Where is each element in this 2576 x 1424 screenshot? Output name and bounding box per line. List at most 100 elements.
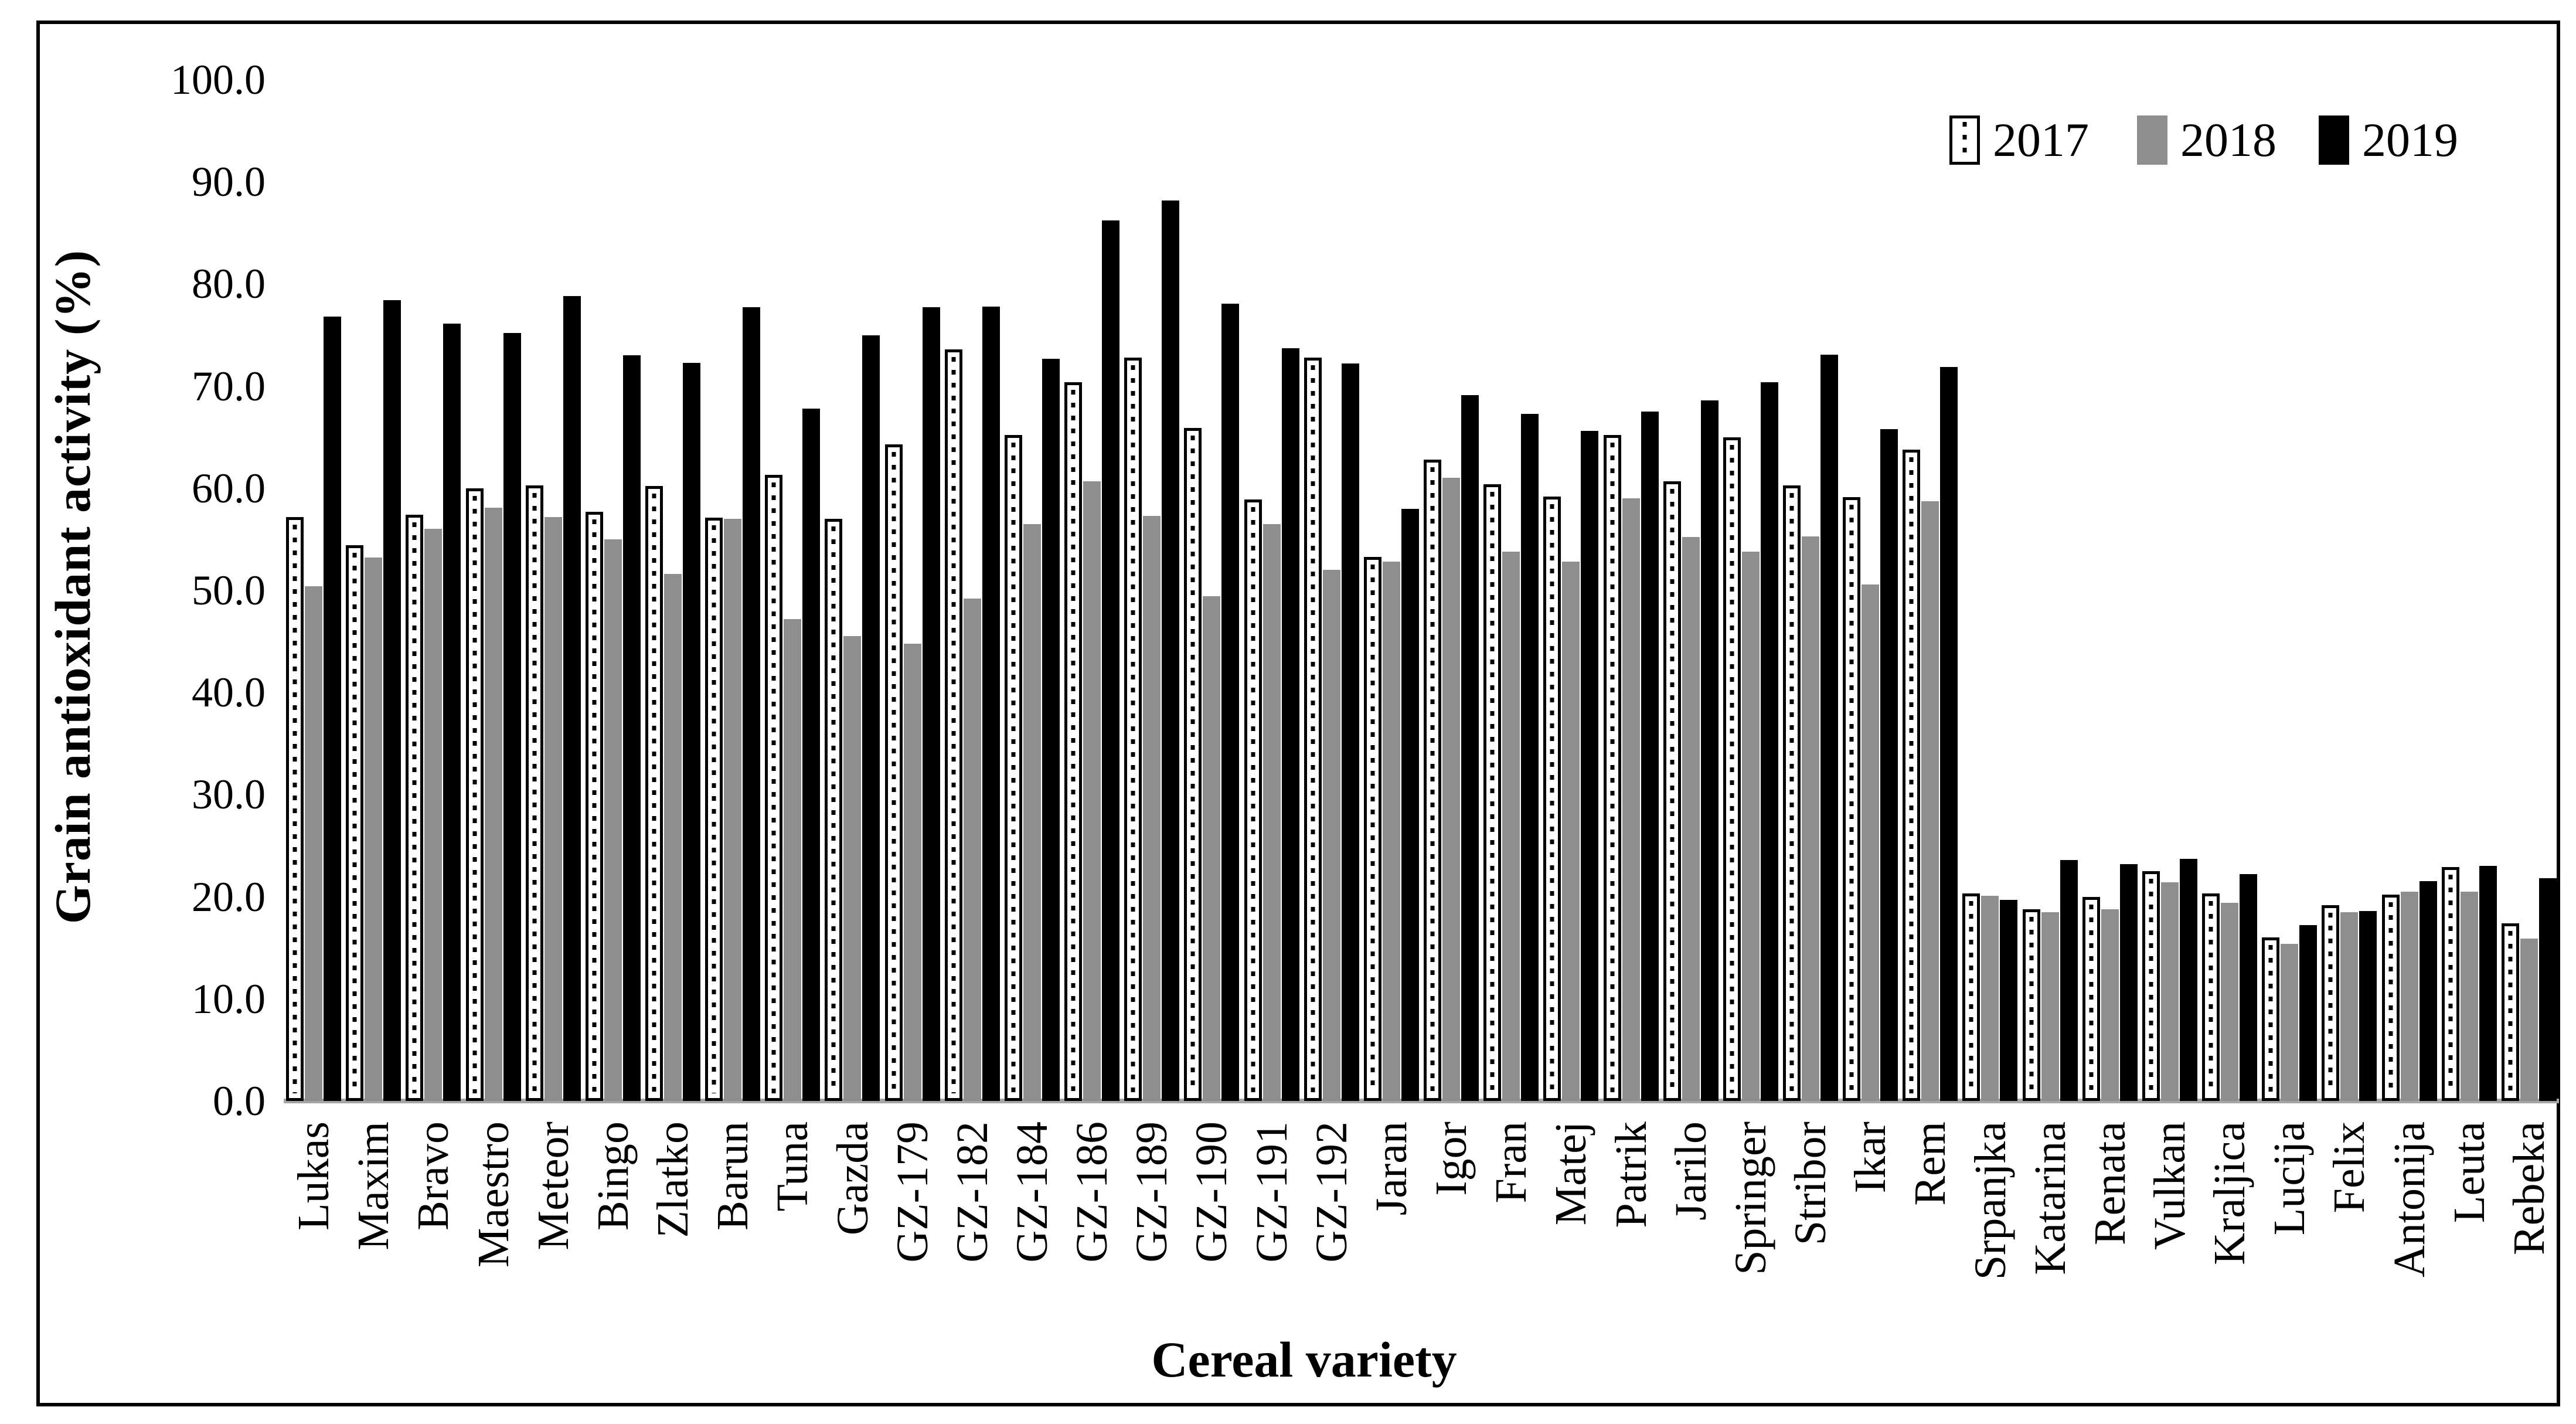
bar-group-ikar <box>1840 80 1900 1101</box>
y-tick-label: 60.0 <box>192 464 266 512</box>
bar-2018-kraljica <box>2221 903 2239 1101</box>
bar-group-vulkan <box>2140 80 2200 1101</box>
bar-2019-gz-186 <box>1102 220 1120 1101</box>
legend-swatch-2018 <box>2137 115 2167 165</box>
bar-group-gz-192 <box>1302 80 1362 1101</box>
bar-2017-gz-190 <box>1184 428 1202 1101</box>
bar-group-springer <box>1721 80 1781 1101</box>
x-label-leuta: Leuta <box>2444 1121 2494 1224</box>
bar-2017-zlatko <box>645 486 663 1101</box>
bar-group-jaran <box>1362 80 1421 1101</box>
bar-group-fran <box>1481 80 1541 1101</box>
bar-group-matej <box>1541 80 1601 1101</box>
bar-2019-igor <box>1461 395 1479 1101</box>
bar-2018-bingo <box>604 539 622 1101</box>
x-label-gz-179: GZ-179 <box>887 1121 937 1263</box>
bar-2017-barun <box>705 518 723 1101</box>
bar-2018-maxim <box>365 558 383 1101</box>
x-label-katarina: Katarina <box>2025 1121 2075 1275</box>
x-label-gz-186: GZ-186 <box>1067 1121 1117 1263</box>
bar-2019-meteor <box>563 296 581 1101</box>
bar-2019-gz-189 <box>1162 200 1180 1101</box>
bar-group-bingo <box>583 80 643 1101</box>
bar-2019-maestro <box>503 333 521 1101</box>
bar-2017-lukas <box>286 516 304 1101</box>
bar-2017-jarilo <box>1663 481 1681 1101</box>
bar-group-barun <box>703 80 763 1101</box>
y-tick-label: 80.0 <box>192 260 266 308</box>
bar-group-gz-190 <box>1182 80 1241 1101</box>
bar-2019-katarina <box>2060 859 2078 1101</box>
x-label-gz-192: GZ-192 <box>1306 1121 1356 1263</box>
bar-2019-renata <box>2119 864 2138 1101</box>
bar-2017-felix <box>2322 905 2340 1101</box>
x-label-lukas: Lukas <box>289 1121 339 1231</box>
bar-2017-ikar <box>1843 497 1861 1101</box>
bar-2019-gz-192 <box>1341 363 1359 1101</box>
bar-group-renata <box>2080 80 2140 1101</box>
bar-group-gz-179 <box>883 80 942 1101</box>
bar-2017-gz-182 <box>944 349 962 1101</box>
bar-2018-renata <box>2101 909 2119 1101</box>
bar-2018-lucija <box>2281 943 2299 1101</box>
bar-2019-matej <box>1581 431 1599 1101</box>
bar-2017-rebeka <box>2501 923 2519 1101</box>
bar-2018-ikar <box>1862 584 1880 1101</box>
bar-2017-jaran <box>1363 556 1381 1101</box>
bar-2018-gazda <box>843 636 862 1101</box>
bar-group-gz-189 <box>1122 80 1182 1101</box>
bar-2018-barun <box>724 519 742 1101</box>
bar-2019-gz-182 <box>982 306 1000 1101</box>
bar-2018-gz-192 <box>1322 570 1340 1101</box>
legend-label-2017: 2017 <box>1993 113 2089 166</box>
bar-2019-maxim <box>383 300 401 1101</box>
x-label-igor: Igor <box>1427 1121 1476 1196</box>
bar-2017-gz-179 <box>884 444 903 1101</box>
x-label-antonija: Antonija <box>2384 1121 2434 1277</box>
bar-2018-antonija <box>2400 891 2418 1101</box>
bar-2018-gz-182 <box>963 598 981 1101</box>
bar-2018-gz-189 <box>1143 515 1161 1101</box>
x-label-gz-190: GZ-190 <box>1187 1121 1237 1263</box>
bar-2019-srpanjka <box>2000 899 2018 1101</box>
bar-2018-fran <box>1502 551 1520 1101</box>
x-label-gazda: Gazda <box>828 1121 877 1236</box>
y-tick-label: 100.0 <box>171 56 266 103</box>
bar-2018-meteor <box>544 516 562 1101</box>
bar-group-gz-182 <box>942 80 1002 1101</box>
x-label-maxim: Maxim <box>349 1121 399 1250</box>
bar-2019-lucija <box>2299 925 2318 1101</box>
bar-2019-kraljica <box>2240 874 2258 1101</box>
bar-2017-gz-186 <box>1064 382 1083 1101</box>
x-label-matej: Matej <box>1546 1121 1596 1226</box>
bar-2017-gz-189 <box>1124 357 1142 1101</box>
bar-2017-kraljica <box>2202 893 2220 1101</box>
legend-swatch-2019 <box>2319 115 2349 165</box>
bar-2018-gz-191 <box>1263 524 1281 1101</box>
bar-2019-vulkan <box>2179 859 2197 1101</box>
bar-2019-jarilo <box>1700 400 1719 1101</box>
bar-2017-bravo <box>406 515 424 1101</box>
legend-item-2018: 2018 <box>2137 112 2276 168</box>
bar-group-gazda <box>822 80 882 1101</box>
bar-2018-gz-179 <box>903 643 921 1101</box>
plot-area <box>284 80 2559 1101</box>
x-label-patrik: Patrik <box>1606 1121 1656 1228</box>
bar-2018-rem <box>1921 501 1939 1101</box>
bar-2018-springer <box>1741 551 1760 1101</box>
bar-2017-patrik <box>1603 435 1621 1101</box>
bar-group-katarina <box>2020 80 2080 1101</box>
x-label-rebeka: Rebeka <box>2504 1121 2554 1255</box>
x-label-springer: Springer <box>1726 1121 1775 1275</box>
bar-2018-bravo <box>424 529 443 1101</box>
bar-group-zlatko <box>643 80 703 1101</box>
x-label-jaran: Jaran <box>1366 1121 1416 1216</box>
bar-2019-bingo <box>622 355 641 1101</box>
x-label-lucija: Lucija <box>2265 1121 2315 1236</box>
bar-2019-lukas <box>324 317 342 1101</box>
bar-2017-meteor <box>525 485 543 1101</box>
bar-2017-maestro <box>465 488 484 1101</box>
bar-2019-barun <box>743 307 761 1101</box>
x-label-zlatko: Zlatko <box>648 1121 698 1238</box>
